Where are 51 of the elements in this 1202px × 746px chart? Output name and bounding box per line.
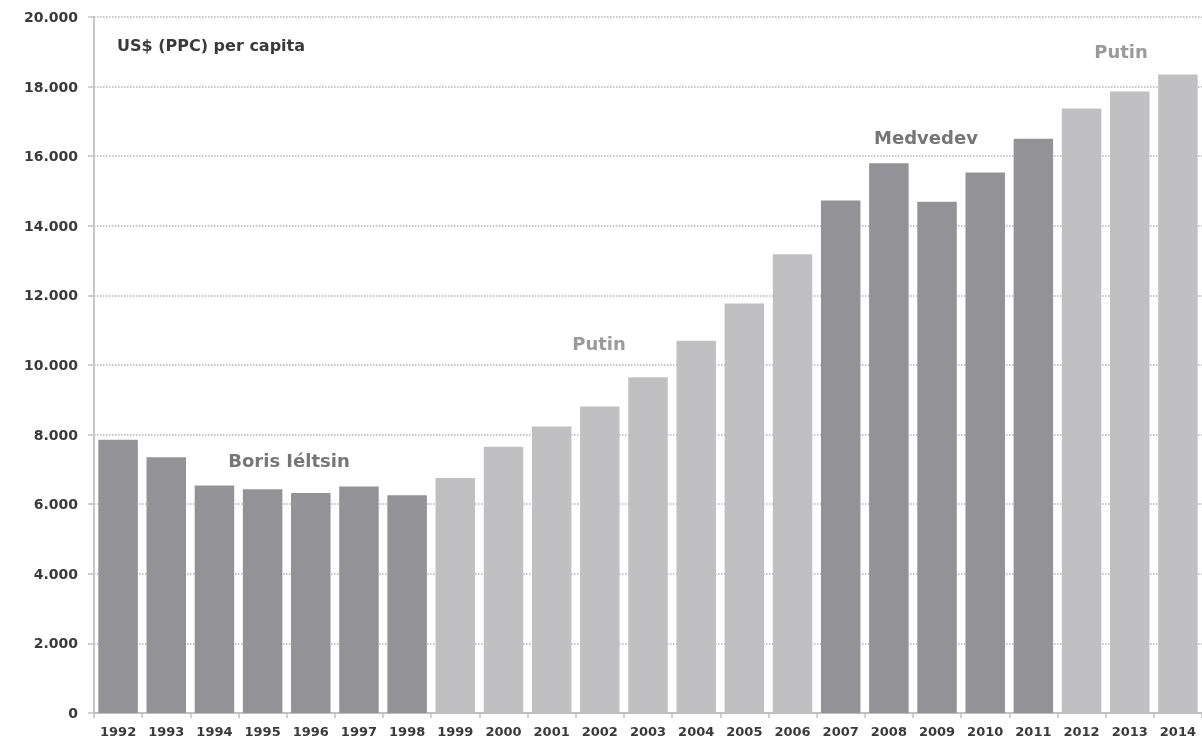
bar [917,201,957,713]
x-tick-label: 2000 [485,724,522,739]
x-tick-label: 2003 [629,724,667,739]
x-tick-label: 2014 [1159,724,1197,739]
annotation: Medvedev [874,126,979,148]
x-tick-label: 2007 [822,724,859,739]
annotation: Boris Iéltsin [228,449,350,471]
x-tick-label: 1998 [389,724,426,739]
x-tick-label: 1993 [148,724,185,739]
y-tick-label: 20.000 [23,9,79,25]
y-axis-title: US$ (PPC) per capita [117,35,306,55]
y-tick-label: 10.000 [23,357,79,373]
bar [291,493,331,713]
y-tick-label: 18.000 [23,78,79,95]
y-tick-label: 16.000 [23,148,79,165]
x-tick-label: 1995 [244,724,281,739]
x-tick-label: 2010 [967,724,1004,739]
y-tick-label: 2.000 [33,635,79,652]
x-tick-label: 2009 [918,724,956,739]
bar [965,172,1005,713]
bar [387,495,427,713]
x-tick-label: 2006 [774,724,811,739]
x-tick-label: 2004 [678,724,715,739]
x-tick-label: 2002 [581,724,618,739]
x-tick-label: 1999 [437,724,474,739]
y-tick-label: 8.000 [33,426,79,443]
bar [194,485,235,713]
x-tick-label: 2001 [533,724,570,739]
bar [339,486,379,713]
x-tick-label: 2005 [726,724,763,739]
x-tick-label: 2012 [1063,724,1100,739]
y-tick-label: 4.000 [33,565,79,582]
x-tick-label: 1997 [340,724,378,739]
x-tick-label: 2011 [1015,724,1052,739]
bar [869,163,909,713]
bar [242,489,283,713]
y-tick-label: 0 [68,705,79,721]
x-tick-label: 1992 [99,724,137,739]
annotation: Putin [572,332,626,354]
bar [146,457,187,713]
annotation: Putin [1094,40,1148,62]
x-tick-label: 1996 [292,724,329,739]
bar [98,439,138,713]
x-tick-label: 1994 [196,724,233,739]
y-tick-label: 6.000 [33,496,79,513]
x-tick-label: 2013 [1111,724,1148,739]
bar [820,200,861,713]
y-tick-label: 12.000 [23,287,79,304]
x-tick-label: 2008 [870,724,907,739]
bar [1013,138,1054,713]
y-tick-label: 14.000 [23,217,79,234]
